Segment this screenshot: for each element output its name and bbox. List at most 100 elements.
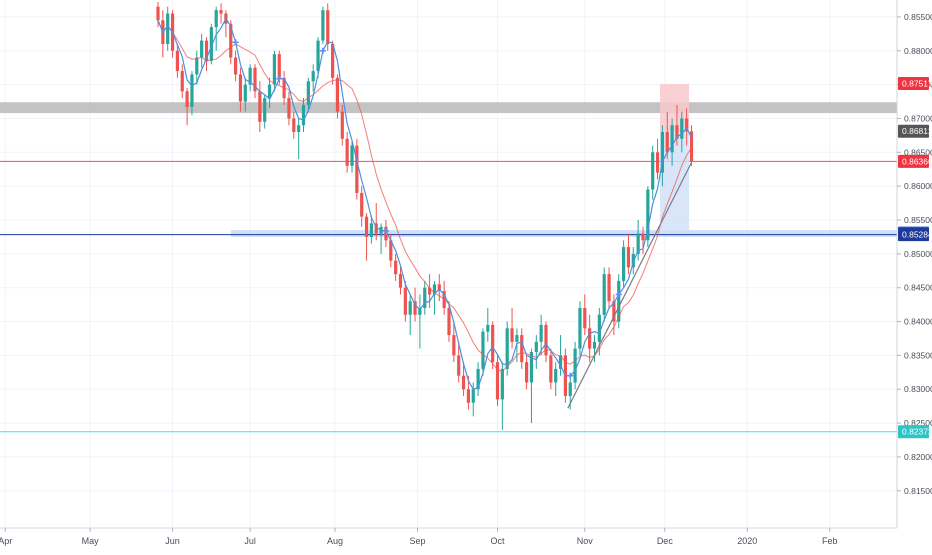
candle-body <box>520 335 524 363</box>
candle-body <box>316 40 320 72</box>
price-tick-label: 0.83000 <box>904 384 932 394</box>
price-tick-label: 0.83500 <box>904 350 932 360</box>
signal-marker <box>232 39 239 46</box>
candle-body <box>558 355 563 369</box>
candle-body <box>360 192 364 217</box>
horizontal-lines <box>0 160 897 433</box>
candle-body <box>258 91 262 122</box>
candle-body <box>311 71 315 82</box>
candle-body <box>331 44 335 78</box>
price-tag-box <box>898 124 929 138</box>
candle-body <box>578 308 582 349</box>
candle-body <box>554 368 558 383</box>
candle-body <box>166 13 170 44</box>
candle-body <box>544 324 548 356</box>
price-tick-label: 0.82000 <box>904 452 932 462</box>
candle-body <box>486 324 490 332</box>
time-axis[interactable]: Apr May Jun Jul Aug Sep Oct Nov Dec 2020 Feb <box>0 527 932 550</box>
price-tick-label: 0.81500 <box>904 486 932 496</box>
candle-body <box>364 216 369 237</box>
signal-marker <box>382 228 389 234</box>
candle-body <box>626 247 631 268</box>
candle-body <box>612 301 616 322</box>
candle-body <box>646 189 650 241</box>
candle-body <box>636 233 640 254</box>
zones <box>0 102 897 237</box>
candle-body <box>190 74 194 107</box>
time-tick-label: May <box>82 536 100 546</box>
candle-body <box>297 125 301 132</box>
candle-body <box>238 74 243 102</box>
candle-body <box>651 152 655 190</box>
stop-loss-zone[interactable] <box>659 83 690 132</box>
time-tick-label: Apr <box>0 536 12 546</box>
candle-body <box>214 10 218 28</box>
price-tick-label: 0.87000 <box>904 113 932 123</box>
candle-body <box>568 382 572 396</box>
candle-body <box>418 308 422 315</box>
price-tags: 0.875170.868120.863660.853060.852840.823… <box>898 76 932 439</box>
candle-body <box>335 77 340 112</box>
candle-body <box>423 287 427 308</box>
candle-body <box>428 287 432 295</box>
candle-body <box>655 152 660 173</box>
time-tick-label: Nov <box>577 536 594 546</box>
price-tag-label: 0.87517 <box>902 78 932 88</box>
candle-body <box>209 27 213 61</box>
price-tick-label: 0.85500 <box>904 215 932 225</box>
price-tick-label: 0.84500 <box>904 283 932 293</box>
candle-body <box>272 54 276 85</box>
candle-body <box>195 57 199 75</box>
candle-body <box>573 348 577 383</box>
candle-body <box>525 362 529 383</box>
price-tick-label: 0.88000 <box>904 46 932 56</box>
price-tag-label: 0.86366 <box>902 156 932 166</box>
candle-body <box>306 81 310 105</box>
candle-body <box>675 125 679 139</box>
candle-body <box>505 328 509 369</box>
price-tick-label: 0.85500 <box>904 12 932 22</box>
candle-body <box>156 6 160 21</box>
trendline[interactable] <box>567 162 693 409</box>
candle-body <box>287 98 291 119</box>
candle-body <box>549 355 553 383</box>
time-tick-label: Dec <box>657 536 674 546</box>
zone-rect <box>0 102 897 114</box>
candle-body <box>345 138 349 166</box>
candle-body <box>539 324 543 342</box>
candle-body <box>350 145 354 166</box>
time-axis-bg <box>0 528 932 550</box>
candle-body <box>583 308 587 329</box>
candle-body <box>219 10 223 14</box>
candle-body <box>680 118 684 139</box>
price-tag-box <box>898 76 929 90</box>
candle-body <box>588 328 592 349</box>
candle-body <box>340 111 344 139</box>
zone-rect <box>230 230 897 237</box>
price-tick-label: 0.86000 <box>904 181 932 191</box>
trendline-line[interactable] <box>567 162 693 409</box>
candle-body <box>447 308 451 336</box>
candle-body <box>234 57 238 75</box>
candle-body <box>607 274 611 302</box>
candle-body <box>432 284 437 295</box>
time-tick-label: Jul <box>244 536 256 546</box>
time-tick-label: Sep <box>409 536 425 546</box>
price-tag-label: 0.82372 <box>902 427 932 437</box>
candle-body <box>437 284 441 292</box>
candle-body <box>685 118 689 132</box>
time-tick-label: Aug <box>327 536 343 546</box>
time-tick-label: Feb <box>822 536 838 546</box>
candle-body <box>597 314 601 342</box>
price-tag-label: 0.86812 <box>902 126 932 136</box>
candle-body <box>491 324 495 363</box>
candle-body <box>481 331 485 369</box>
candle-body <box>175 50 179 72</box>
candle-body <box>592 341 597 349</box>
price-tag-box <box>898 154 929 168</box>
candle-body <box>369 223 373 237</box>
candle-body <box>263 98 267 122</box>
price-tag-box <box>898 228 929 242</box>
